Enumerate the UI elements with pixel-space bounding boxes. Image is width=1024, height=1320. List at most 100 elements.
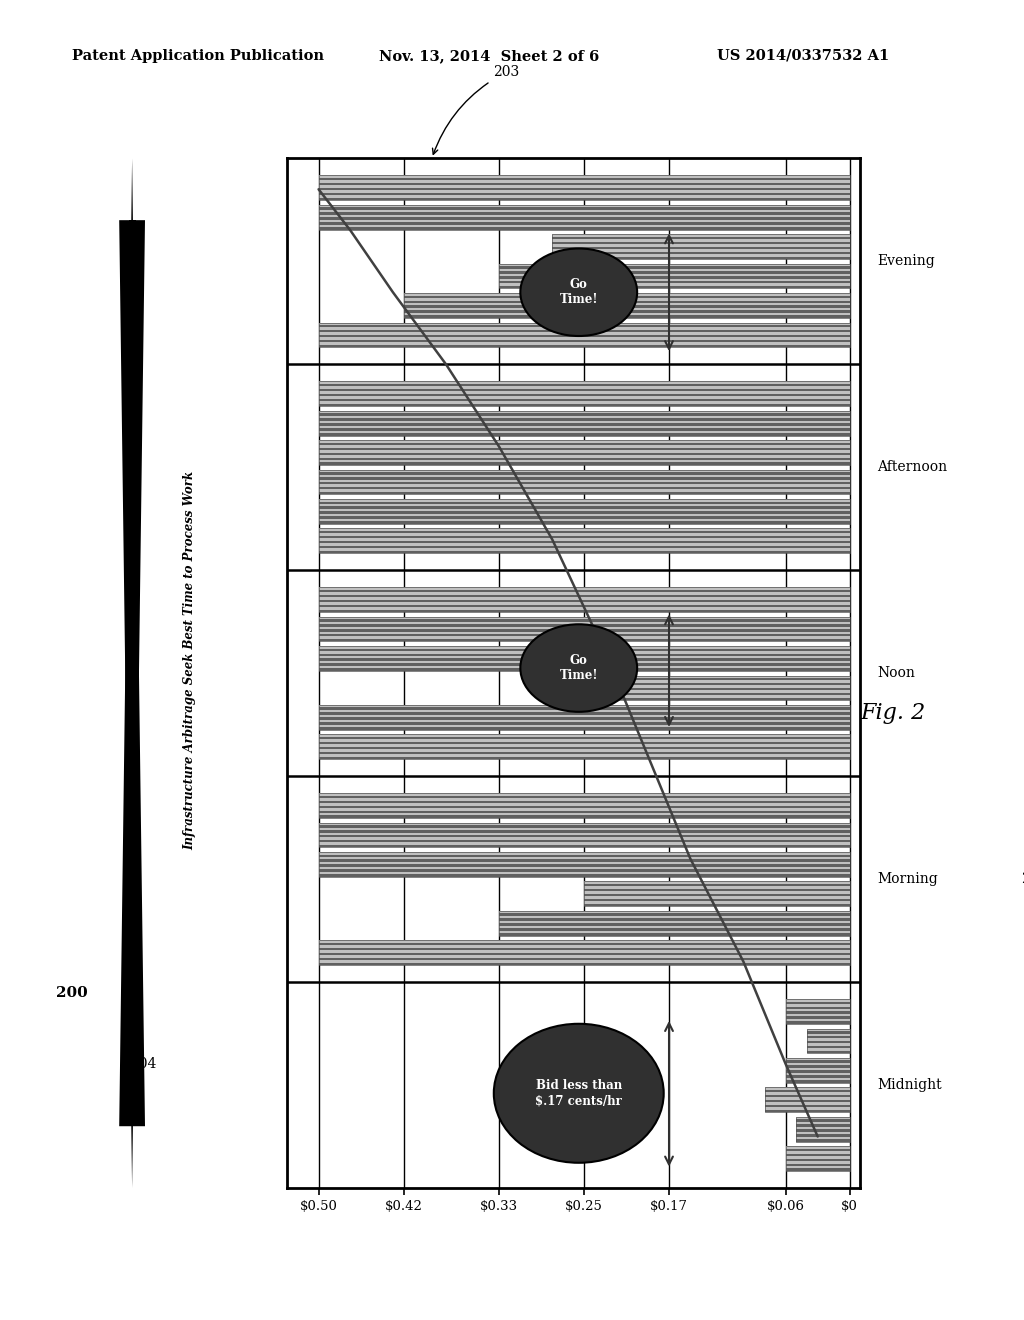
Bar — [785, 1019, 850, 1022]
Bar — [129, 220, 135, 1126]
Bar — [318, 389, 850, 391]
Bar — [765, 1107, 850, 1110]
Bar — [318, 215, 850, 218]
Bar — [785, 1071, 850, 1073]
Bar — [318, 425, 850, 428]
Bar — [807, 1028, 850, 1031]
Bar — [403, 293, 850, 318]
Bar — [318, 659, 850, 661]
Bar — [499, 913, 850, 916]
Bar — [499, 925, 850, 928]
Bar — [615, 698, 850, 701]
Bar — [318, 183, 850, 185]
Bar — [318, 533, 850, 536]
Bar — [584, 884, 850, 887]
Bar — [318, 404, 850, 407]
Bar — [785, 1162, 850, 1163]
Bar — [807, 1034, 850, 1036]
Bar — [318, 851, 850, 854]
Bar — [318, 801, 850, 803]
Bar — [318, 595, 850, 597]
Bar — [584, 902, 850, 904]
Bar — [318, 325, 850, 327]
Bar — [318, 430, 850, 433]
Bar — [499, 269, 850, 271]
Bar — [499, 911, 850, 913]
Bar — [584, 891, 850, 894]
Bar — [318, 751, 850, 754]
Text: Nov. 13, 2014  Sheet 2 of 6: Nov. 13, 2014 Sheet 2 of 6 — [379, 49, 599, 63]
Bar — [797, 1119, 850, 1122]
Bar — [318, 870, 850, 871]
Bar — [318, 833, 850, 836]
Bar — [318, 193, 850, 195]
Bar — [318, 836, 850, 837]
Bar — [318, 479, 850, 482]
Bar — [318, 719, 850, 722]
Bar — [797, 1125, 850, 1127]
Bar — [318, 176, 850, 178]
Bar — [318, 960, 850, 962]
Bar — [499, 916, 850, 919]
Bar — [318, 705, 850, 708]
Bar — [318, 413, 850, 416]
Text: Afternoon: Afternoon — [878, 461, 947, 474]
Bar — [318, 322, 850, 347]
Bar — [318, 940, 850, 965]
Bar — [552, 239, 850, 242]
Bar — [318, 950, 850, 953]
Bar — [318, 342, 850, 345]
Bar — [785, 1156, 850, 1159]
Text: Evening: Evening — [878, 255, 935, 268]
Bar — [318, 940, 850, 942]
Bar — [318, 705, 850, 730]
Bar — [318, 605, 850, 607]
Bar — [318, 411, 850, 436]
Bar — [318, 418, 850, 421]
Bar — [615, 685, 850, 688]
Bar — [318, 634, 850, 636]
Bar — [499, 919, 850, 921]
Bar — [318, 381, 850, 384]
Bar — [785, 1166, 850, 1168]
Bar — [552, 249, 850, 252]
Bar — [318, 639, 850, 642]
Bar — [318, 335, 850, 338]
Bar — [403, 313, 850, 315]
Text: US 2014/0337532 A1: US 2014/0337532 A1 — [717, 49, 889, 63]
Bar — [318, 428, 850, 430]
Bar — [318, 477, 850, 479]
Bar — [499, 273, 850, 276]
Bar — [499, 267, 850, 269]
Bar — [318, 865, 850, 867]
Bar — [318, 713, 850, 715]
Bar — [318, 739, 850, 742]
Bar — [615, 676, 850, 678]
Bar — [797, 1129, 850, 1131]
Bar — [318, 475, 850, 477]
Bar — [318, 871, 850, 874]
Bar — [318, 956, 850, 957]
Bar — [318, 840, 850, 842]
Bar — [318, 867, 850, 870]
Text: Morning: Morning — [878, 873, 938, 886]
Bar — [318, 447, 850, 450]
Bar — [797, 1117, 850, 1119]
Bar — [318, 953, 850, 956]
Bar — [318, 624, 850, 627]
Bar — [785, 1060, 850, 1063]
Bar — [318, 462, 850, 465]
Bar — [785, 1146, 850, 1171]
Bar — [318, 510, 850, 511]
Bar — [499, 264, 850, 267]
Bar — [499, 279, 850, 281]
Bar — [785, 1008, 850, 1011]
Bar — [807, 1048, 850, 1051]
Bar — [318, 725, 850, 727]
Bar — [318, 810, 850, 813]
Bar — [318, 401, 850, 404]
Bar — [499, 276, 850, 279]
Bar — [807, 1039, 850, 1041]
Bar — [785, 1073, 850, 1076]
Bar — [552, 252, 850, 253]
